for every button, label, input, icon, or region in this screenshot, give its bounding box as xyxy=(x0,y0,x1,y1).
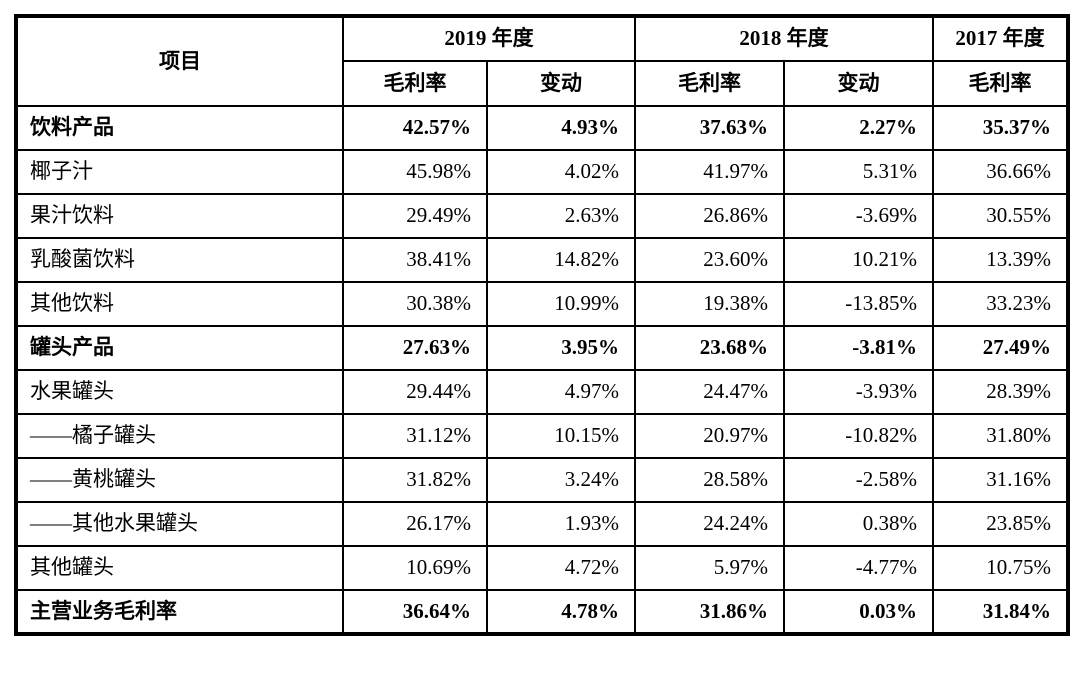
row-label: 果汁饮料 xyxy=(15,193,344,239)
value-cell: 10.21% xyxy=(783,237,934,283)
row-label: 水果罐头 xyxy=(15,369,344,415)
header-2017-gross-margin: 毛利率 xyxy=(932,60,1069,107)
value-cell: -2.58% xyxy=(783,457,934,503)
value-cell: -10.82% xyxy=(783,413,934,459)
value-cell: 31.82% xyxy=(342,457,488,503)
table-row: 其他饮料 30.38% 10.99% 19.38% -13.85% 33.23% xyxy=(15,281,1069,327)
header-row-years: 项目 2019 年度 2018 年度 2017 年度 xyxy=(15,15,1069,107)
table-row: 水果罐头 29.44% 4.97% 24.47% -3.93% 28.39% xyxy=(15,369,1069,415)
value-cell: 33.23% xyxy=(932,281,1069,327)
value-cell: 29.44% xyxy=(342,369,488,415)
value-cell: 20.97% xyxy=(634,413,785,459)
value-cell: 30.38% xyxy=(342,281,488,327)
table-row: 椰子汁 45.98% 4.02% 41.97% 5.31% 36.66% xyxy=(15,149,1069,195)
value-cell: 29.49% xyxy=(342,193,488,239)
header-year-2019: 2019 年度 xyxy=(342,15,636,62)
value-cell: 31.16% xyxy=(932,457,1069,503)
row-label: 椰子汁 xyxy=(15,149,344,195)
table-row: 其他罐头 10.69% 4.72% 5.97% -4.77% 10.75% xyxy=(15,545,1069,591)
table-row: 主营业务毛利率 36.64% 4.78% 31.86% 0.03% 31.84% xyxy=(15,589,1069,635)
value-cell: 28.58% xyxy=(634,457,785,503)
document-page: 项目 2019 年度 2018 年度 2017 年度 毛利率 变动 毛利率 变动… xyxy=(14,14,1070,636)
table-row: ——橘子罐头 31.12% 10.15% 20.97% -10.82% 31.80% xyxy=(15,413,1069,459)
value-cell: 1.93% xyxy=(486,501,636,547)
value-cell: 4.93% xyxy=(486,105,636,151)
value-cell: 2.27% xyxy=(783,105,934,151)
value-cell: 42.57% xyxy=(342,105,488,151)
table-row: 罐头产品 27.63% 3.95% 23.68% -3.81% 27.49% xyxy=(15,325,1069,371)
value-cell: 31.12% xyxy=(342,413,488,459)
header-2019-gross-margin: 毛利率 xyxy=(342,60,488,107)
value-cell: 10.15% xyxy=(486,413,636,459)
row-label: 饮料产品 xyxy=(15,105,344,151)
value-cell: 4.72% xyxy=(486,545,636,591)
value-cell: 19.38% xyxy=(634,281,785,327)
value-cell: -3.81% xyxy=(783,325,934,371)
value-cell: -13.85% xyxy=(783,281,934,327)
header-year-2017: 2017 年度 xyxy=(932,15,1069,62)
row-label: 罐头产品 xyxy=(15,325,344,371)
table-row: ——其他水果罐头 26.17% 1.93% 24.24% 0.38% 23.85% xyxy=(15,501,1069,547)
row-label: ——黄桃罐头 xyxy=(15,457,344,503)
table-row: 果汁饮料 29.49% 2.63% 26.86% -3.69% 30.55% xyxy=(15,193,1069,239)
value-cell: 23.85% xyxy=(932,501,1069,547)
value-cell: 14.82% xyxy=(486,237,636,283)
gross-margin-table: 项目 2019 年度 2018 年度 2017 年度 毛利率 变动 毛利率 变动… xyxy=(14,14,1070,636)
value-cell: 27.49% xyxy=(932,325,1069,371)
row-label: 乳酸菌饮料 xyxy=(15,237,344,283)
value-cell: 30.55% xyxy=(932,193,1069,239)
value-cell: 0.03% xyxy=(783,589,934,635)
header-year-2018: 2018 年度 xyxy=(634,15,934,62)
header-2018-change: 变动 xyxy=(783,60,934,107)
value-cell: 28.39% xyxy=(932,369,1069,415)
value-cell: 31.86% xyxy=(634,589,785,635)
table-row: 饮料产品 42.57% 4.93% 37.63% 2.27% 35.37% xyxy=(15,105,1069,151)
row-label: 其他罐头 xyxy=(15,545,344,591)
value-cell: 0.38% xyxy=(783,501,934,547)
value-cell: 3.24% xyxy=(486,457,636,503)
value-cell: 36.64% xyxy=(342,589,488,635)
row-label: ——橘子罐头 xyxy=(15,413,344,459)
value-cell: -4.77% xyxy=(783,545,934,591)
value-cell: 38.41% xyxy=(342,237,488,283)
value-cell: 10.99% xyxy=(486,281,636,327)
value-cell: 10.69% xyxy=(342,545,488,591)
table-row: 乳酸菌饮料 38.41% 14.82% 23.60% 10.21% 13.39% xyxy=(15,237,1069,283)
row-label: ——其他水果罐头 xyxy=(15,501,344,547)
value-cell: 4.97% xyxy=(486,369,636,415)
value-cell: 24.24% xyxy=(634,501,785,547)
value-cell: 4.02% xyxy=(486,149,636,195)
value-cell: -3.69% xyxy=(783,193,934,239)
value-cell: 45.98% xyxy=(342,149,488,195)
value-cell: 35.37% xyxy=(932,105,1069,151)
table-body: 饮料产品 42.57% 4.93% 37.63% 2.27% 35.37% 椰子汁 45.98… xyxy=(15,105,1069,635)
value-cell: 10.75% xyxy=(932,545,1069,591)
value-cell: 4.78% xyxy=(486,589,636,635)
value-cell: 31.80% xyxy=(932,413,1069,459)
value-cell: 5.97% xyxy=(634,545,785,591)
value-cell: 13.39% xyxy=(932,237,1069,283)
header-row-metrics: 毛利率 变动 毛利率 变动 毛利率 xyxy=(16,60,1069,107)
value-cell: 2.63% xyxy=(486,193,636,239)
table-header: 项目 2019 年度 2018 年度 2017 年度 毛利率 变动 毛利率 变动… xyxy=(15,15,1069,107)
value-cell: 5.31% xyxy=(783,149,934,195)
value-cell: 27.63% xyxy=(342,325,488,371)
row-label: 主营业务毛利率 xyxy=(15,589,344,635)
value-cell: 36.66% xyxy=(932,149,1069,195)
row-label: 其他饮料 xyxy=(15,281,344,327)
value-cell: 23.68% xyxy=(634,325,785,371)
value-cell: 31.84% xyxy=(932,589,1069,635)
header-2018-gross-margin: 毛利率 xyxy=(634,60,785,107)
value-cell: 23.60% xyxy=(634,237,785,283)
table-row: ——黄桃罐头 31.82% 3.24% 28.58% -2.58% 31.16% xyxy=(15,457,1069,503)
value-cell: 3.95% xyxy=(486,325,636,371)
value-cell: -3.93% xyxy=(783,369,934,415)
value-cell: 24.47% xyxy=(634,369,785,415)
value-cell: 41.97% xyxy=(634,149,785,195)
header-2019-change: 变动 xyxy=(486,60,636,107)
value-cell: 26.86% xyxy=(634,193,785,239)
value-cell: 26.17% xyxy=(342,501,488,547)
header-item: 项目 xyxy=(15,15,344,107)
value-cell: 37.63% xyxy=(634,105,785,151)
